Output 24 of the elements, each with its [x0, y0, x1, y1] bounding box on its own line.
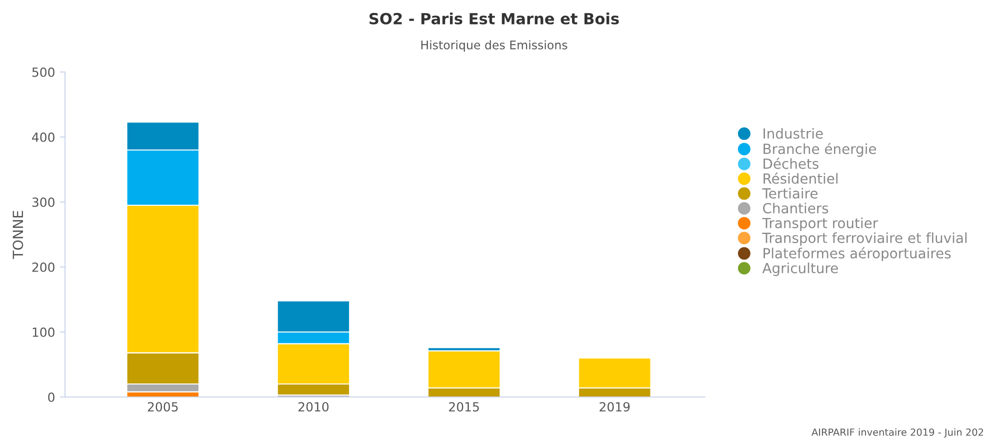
y-tick-label: 500: [32, 67, 54, 77]
x-tick-label: 2010: [298, 402, 329, 412]
legend-label: Agriculture: [762, 262, 838, 276]
y-tick-label: 100: [32, 327, 54, 337]
chart-title: SO2 - Paris Est Marne et Bois: [370, 12, 619, 24]
legend-label: Résidentiel: [764, 172, 838, 184]
y-axis-title: TONNE: [12, 210, 24, 260]
legend-label: Transport ferroviaire et fluvial: [762, 232, 967, 246]
legend-label: Branche énergie: [764, 142, 876, 157]
legend-label: Tertiaire: [762, 188, 818, 199]
legend-label: Industrie: [764, 128, 823, 139]
legend-label: Déchets: [764, 158, 818, 169]
legend-label: Chantiers: [763, 202, 828, 214]
text: AIRPARIF inventaire 2019 - Juin 202: [812, 428, 984, 438]
y-tick-label: 300: [32, 197, 54, 207]
x-tick-label: 2005: [148, 402, 178, 412]
y-tick-label: 400: [32, 132, 54, 142]
x-tick-label: 2019: [600, 402, 630, 412]
legend-label: Plateformes aéroportuaires: [764, 247, 951, 262]
y-tick-label: 200: [32, 262, 54, 272]
chart-subtitle: Historique des Emissions: [421, 40, 568, 52]
legend-label: Transport routier: [762, 218, 878, 231]
y-tick-label: 0: [48, 392, 54, 402]
x-tick-label: 2015: [449, 402, 479, 412]
